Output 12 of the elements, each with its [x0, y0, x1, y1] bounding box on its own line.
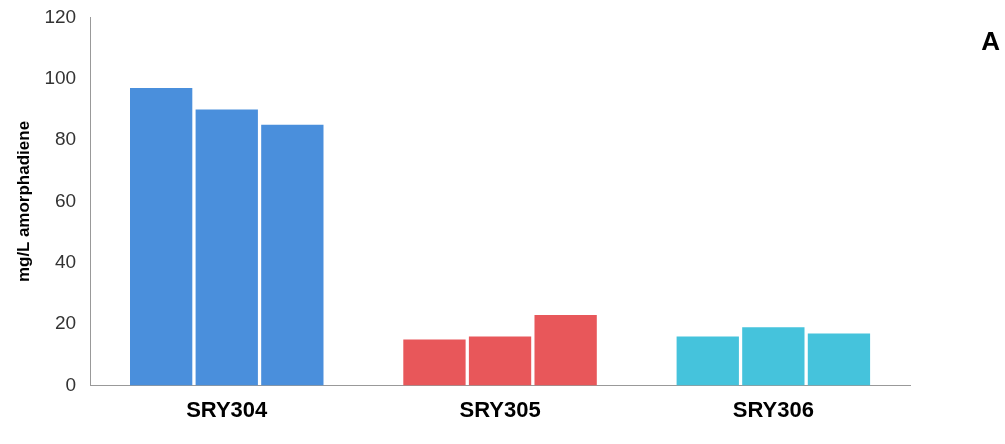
text: A	[981, 26, 1001, 56]
x-tick-label: SRY304	[186, 396, 269, 422]
y-tick-label: 60	[54, 189, 77, 211]
y-tick-label: 120	[44, 5, 77, 27]
x-tick-label: SRY306	[732, 396, 814, 422]
y-tick-label: 40	[54, 251, 77, 273]
y-tick-label: 0	[65, 373, 77, 395]
x-tick-label: SRY305	[459, 396, 541, 422]
y-tick-label: 80	[54, 128, 77, 150]
y-tick-label: 20	[54, 312, 77, 334]
y-tick-label: 100	[44, 67, 77, 88]
y-axis-title: mg/L amorphadiene	[13, 120, 33, 283]
